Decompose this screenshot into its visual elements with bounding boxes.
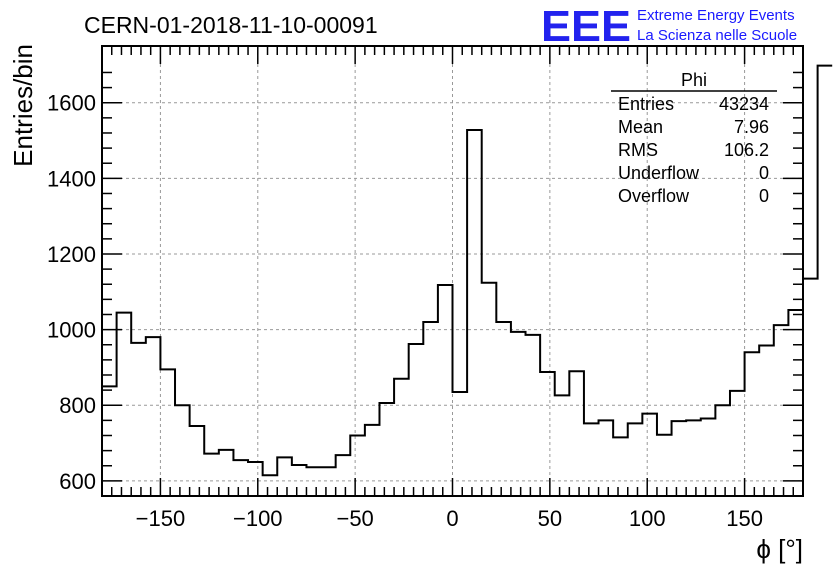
histogram-bin	[496, 322, 511, 496]
histogram-bin	[409, 344, 424, 496]
x-axis-title: ϕ [°]	[756, 534, 803, 564]
grid-lines	[102, 46, 803, 496]
histogram-bin	[321, 467, 336, 496]
histogram-bin	[306, 467, 321, 496]
histogram-bin	[511, 332, 526, 496]
axis-ticks	[102, 46, 803, 496]
histogram-bin	[146, 337, 161, 496]
x-tick-label: −50	[336, 506, 373, 531]
histogram-bin	[613, 437, 628, 496]
y-tick-label: 1000	[47, 318, 96, 343]
x-tick-label: 50	[538, 506, 562, 531]
histogram-bin	[219, 450, 234, 496]
x-tick-label: −150	[136, 506, 186, 531]
histogram-bin	[715, 405, 730, 496]
histogram-bin	[263, 475, 278, 496]
histogram-bin	[394, 379, 409, 496]
histogram-bin	[657, 435, 672, 496]
histogram-bin	[365, 425, 380, 496]
x-tick-label: −100	[233, 506, 283, 531]
histogram-bin	[277, 457, 292, 496]
y-tick-labels: 600 800 1000 1200 1400 1600	[47, 91, 96, 494]
histogram-bin	[628, 423, 643, 496]
eee-logo-mark: EEE	[541, 2, 631, 51]
histogram-bin	[453, 392, 468, 496]
histogram-bin	[526, 335, 541, 496]
x-tick-label: 100	[629, 506, 666, 531]
histogram-bin	[117, 313, 132, 496]
stats-row-value: 106.2	[724, 140, 769, 160]
histogram-bin	[745, 352, 760, 496]
stats-title: Phi	[681, 70, 707, 90]
histogram-bin	[233, 460, 248, 496]
eee-logo: EEE Extreme Energy Events La Scienza nel…	[541, 2, 797, 51]
stats-row-label: Overflow	[618, 186, 690, 206]
histogram-bin	[292, 465, 307, 496]
histogram-bin	[686, 420, 701, 496]
histogram-bin	[642, 414, 657, 496]
stats-row-value: 43234	[719, 94, 769, 114]
histogram-bin	[730, 391, 745, 496]
stats-rows: Entries 43234 Mean 7.96 RMS 106.2 Underflow 0 Ov…	[618, 94, 769, 206]
histogram-outline	[102, 64, 833, 477]
histogram-bin	[102, 386, 117, 496]
stats-row-label: Entries	[618, 94, 674, 114]
stats-row-value: 0	[759, 186, 769, 206]
y-tick-label: 800	[59, 393, 96, 418]
y-tick-label: 1600	[47, 91, 96, 116]
histogram-bin	[584, 423, 599, 496]
x-tick-labels: −150 −100 −50 0 50 100 150	[136, 506, 763, 531]
histogram-bin	[438, 285, 453, 496]
histogram-bin	[818, 66, 833, 496]
histogram-bin	[701, 418, 716, 496]
histogram-bin	[599, 420, 614, 496]
logo-line-1: Extreme Energy Events	[637, 7, 795, 24]
histogram-bin	[540, 372, 555, 496]
histogram-bin	[423, 322, 438, 496]
histogram-bin	[482, 283, 497, 496]
histogram-bin	[190, 426, 205, 496]
histogram-bin	[204, 454, 219, 496]
histogram-bin	[774, 325, 789, 496]
y-tick-label: 600	[59, 469, 96, 494]
histogram-bin	[248, 462, 263, 496]
histogram-bin	[555, 395, 570, 496]
histogram-bin	[759, 345, 774, 496]
y-tick-label: 1400	[47, 166, 96, 191]
stats-row-label: RMS	[618, 140, 658, 160]
stats-row-label: Mean	[618, 117, 663, 137]
logo-line-2: La Scienza nelle Scuole	[637, 27, 797, 44]
histogram-bin	[672, 421, 687, 496]
stats-row-label: Underflow	[618, 163, 700, 183]
x-tick-label: 0	[446, 506, 458, 531]
histogram-bin	[788, 310, 803, 496]
histogram-bin	[175, 405, 190, 496]
chart-title: CERN-01-2018-11-10-00091	[84, 12, 378, 38]
histogram-series	[102, 64, 833, 496]
y-tick-label: 1200	[47, 242, 96, 267]
stats-box: Phi Entries 43234 Mean 7.96 RMS 106.2 Underflo…	[611, 70, 777, 206]
histogram-bin	[379, 403, 394, 496]
y-axis-title: Entries/bin	[8, 44, 38, 167]
histogram-bin	[336, 455, 351, 496]
histogram-bin	[350, 435, 365, 496]
stats-row-value: 7.96	[734, 117, 769, 137]
x-tick-label: 150	[726, 506, 763, 531]
histogram-bin	[160, 369, 175, 496]
histogram-bin	[569, 371, 584, 496]
histogram-bin	[803, 279, 818, 496]
histogram-bin	[467, 130, 482, 496]
histogram-bin	[131, 343, 146, 496]
stats-row-value: 0	[759, 163, 769, 183]
